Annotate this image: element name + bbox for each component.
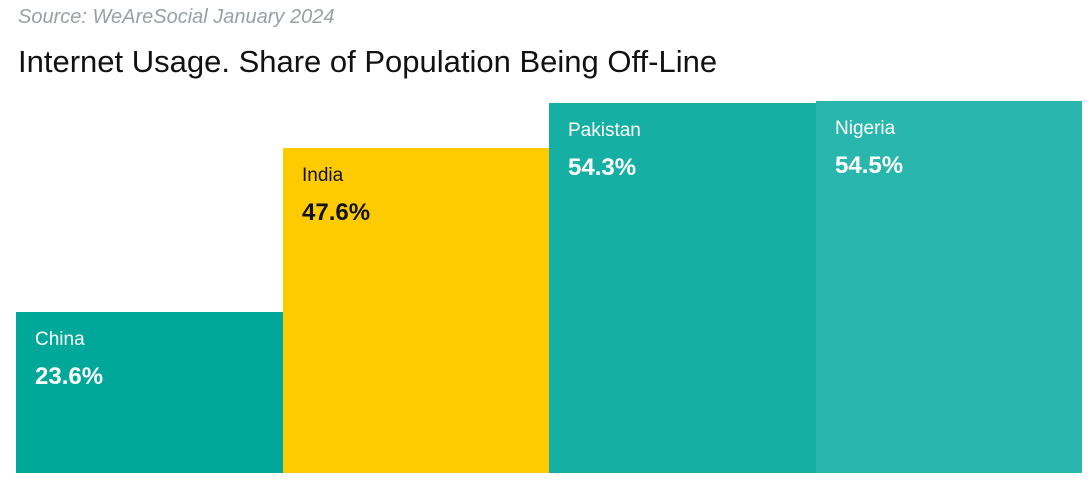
bar-category-label: Pakistan	[568, 120, 641, 141]
bar-value-label: 47.6%	[302, 199, 371, 226]
bar-category-label: China	[35, 329, 85, 350]
chart-title: Internet Usage. Share of Population Bein…	[18, 44, 718, 79]
bar-category-label: Nigeria	[835, 118, 896, 139]
bar-value-label: 54.5%	[835, 152, 904, 179]
bar-category-label: India	[302, 165, 344, 186]
chart-source: Source: WeAreSocial January 2024	[18, 6, 335, 28]
bar-value-label: 54.3%	[568, 154, 637, 181]
bar-pakistan: Pakistan 54.3%	[549, 103, 816, 473]
bar-china: China 23.6%	[16, 312, 283, 473]
bar-nigeria: Nigeria 54.5%	[816, 101, 1082, 473]
bar-india: India 47.6%	[283, 148, 549, 473]
bar-value-label: 23.6%	[35, 363, 104, 390]
